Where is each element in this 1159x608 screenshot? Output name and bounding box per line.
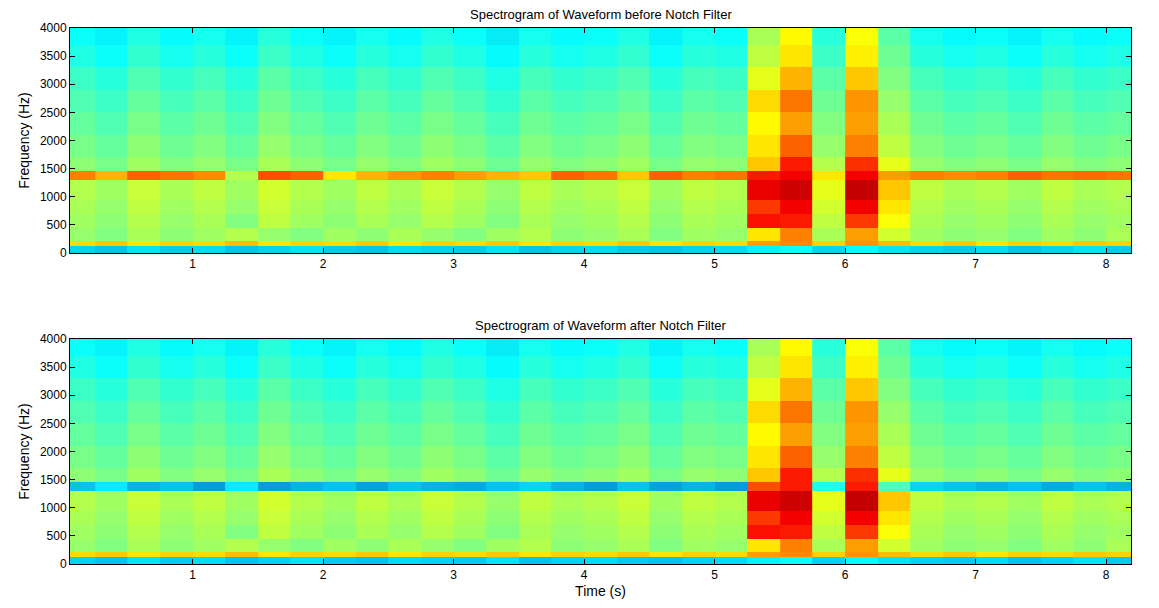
svg-text:1500: 1500: [40, 473, 67, 487]
svg-text:6: 6: [842, 257, 849, 271]
svg-text:3500: 3500: [40, 49, 67, 63]
svg-text:5: 5: [711, 568, 718, 582]
svg-text:8: 8: [1103, 257, 1110, 271]
svg-text:3000: 3000: [40, 77, 67, 91]
svg-text:5: 5: [711, 257, 718, 271]
svg-text:3: 3: [450, 257, 457, 271]
svg-text:1: 1: [189, 568, 196, 582]
svg-text:500: 500: [47, 529, 67, 543]
svg-text:1000: 1000: [40, 190, 67, 204]
svg-text:Spectrogram of Waveform before: Spectrogram of Waveform before Notch Fil…: [470, 7, 732, 22]
svg-text:7: 7: [972, 257, 979, 271]
svg-text:4000: 4000: [40, 332, 67, 346]
svg-text:0: 0: [60, 246, 67, 260]
svg-text:2: 2: [320, 257, 327, 271]
svg-text:1500: 1500: [40, 162, 67, 176]
svg-text:Frequency (Hz): Frequency (Hz): [16, 92, 32, 188]
svg-text:6: 6: [842, 568, 849, 582]
svg-text:8: 8: [1103, 568, 1110, 582]
svg-text:2000: 2000: [40, 134, 67, 148]
svg-text:1000: 1000: [40, 501, 67, 515]
svg-text:3500: 3500: [40, 360, 67, 374]
svg-text:4: 4: [581, 257, 588, 271]
svg-text:2500: 2500: [40, 417, 67, 431]
svg-text:1: 1: [189, 257, 196, 271]
svg-text:Spectrogram of Waveform after: Spectrogram of Waveform after Notch Filt…: [475, 318, 727, 333]
svg-text:7: 7: [972, 568, 979, 582]
svg-text:4000: 4000: [40, 21, 67, 35]
svg-text:2: 2: [320, 568, 327, 582]
svg-text:Frequency (Hz): Frequency (Hz): [16, 403, 32, 499]
svg-text:2500: 2500: [40, 106, 67, 120]
svg-text:500: 500: [47, 218, 67, 232]
svg-text:3000: 3000: [40, 388, 67, 402]
svg-text:2000: 2000: [40, 445, 67, 459]
svg-text:4: 4: [581, 568, 588, 582]
svg-text:Time (s): Time (s): [575, 583, 626, 599]
svg-text:3: 3: [450, 568, 457, 582]
svg-text:0: 0: [60, 557, 67, 571]
